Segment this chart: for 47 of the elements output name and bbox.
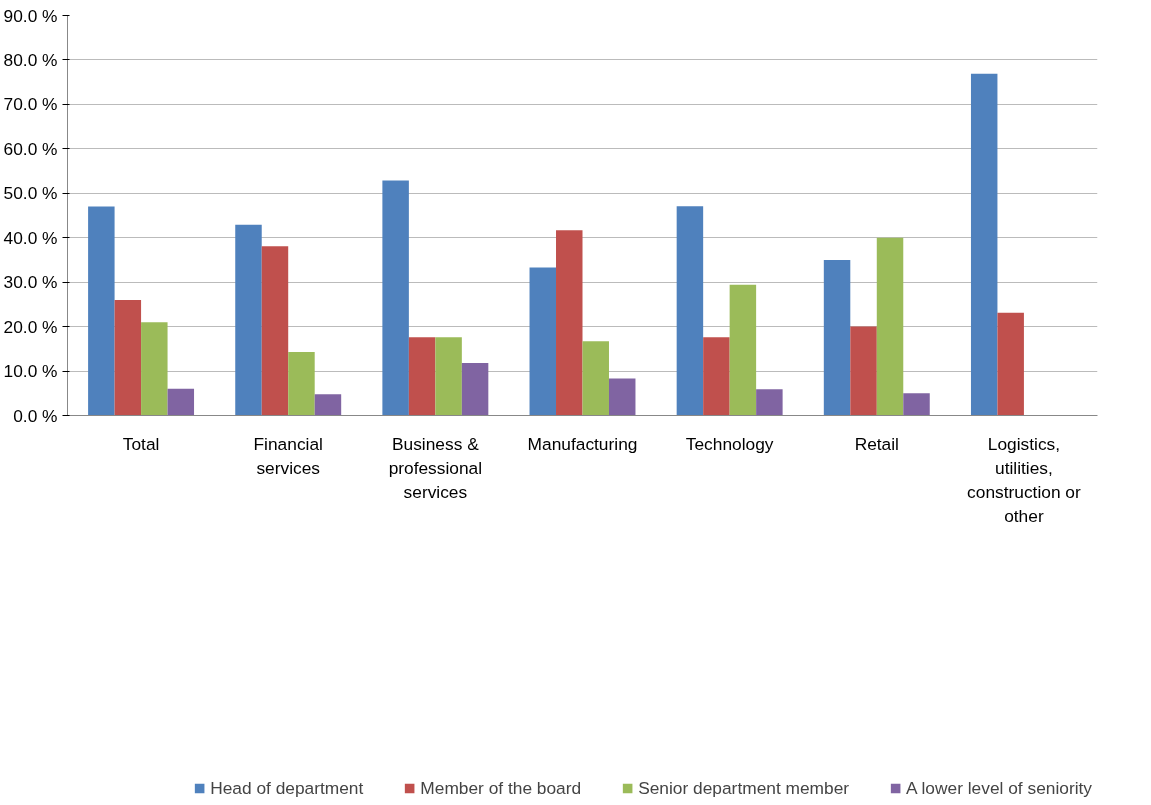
x-tick-label: Retail: [854, 433, 899, 454]
x-tick-label: Total: [122, 433, 160, 454]
bar: [876, 237, 904, 416]
bar: [556, 230, 583, 416]
x-tick-label: Logistics, utilities, construction or other: [967, 433, 1081, 526]
bar: [114, 299, 142, 416]
y-tick-label: 60.0 %: [3, 138, 58, 159]
bar: [141, 322, 168, 416]
x-tick-label: Business & professional services: [388, 433, 483, 502]
y-tick-label: 40.0 %: [3, 227, 58, 248]
bar: [167, 388, 195, 416]
bar: [903, 393, 930, 416]
bar: [970, 73, 998, 416]
legend-label: A lower level of seniority: [906, 777, 1092, 799]
legend-label: Head of department: [210, 777, 364, 799]
bar: [235, 224, 262, 416]
bar: [461, 363, 489, 416]
y-tick-label: 50.0 %: [3, 183, 58, 204]
y-tick-label: 90.0 %: [3, 5, 58, 26]
bar: [582, 341, 609, 416]
x-tick-label: Manufacturing: [527, 433, 638, 454]
bar: [997, 312, 1024, 416]
bar: [823, 259, 851, 416]
y-tick-label: 30.0 %: [3, 272, 58, 293]
bar: [676, 206, 704, 416]
bar: [88, 206, 115, 416]
bar: [729, 284, 757, 416]
x-tick-label: Technology: [685, 433, 774, 454]
bar: [382, 180, 409, 416]
legend-label: Member of the board: [420, 777, 582, 799]
x-tick-label: Financial services: [253, 433, 323, 478]
bar: [529, 267, 557, 416]
bar: [703, 337, 730, 416]
y-tick-label: 70.0 %: [3, 94, 58, 115]
y-tick-label: 20.0 %: [3, 316, 58, 337]
y-tick-label: 0.0 %: [13, 405, 58, 426]
bar: [756, 389, 783, 416]
bar: [408, 337, 436, 416]
y-tick-label: 10.0 %: [3, 361, 58, 382]
bar: [288, 351, 315, 416]
y-tick-label: 80.0 %: [3, 49, 58, 70]
bar: [608, 378, 636, 416]
bar: [261, 246, 289, 416]
bar: [435, 337, 462, 416]
bar: [850, 326, 877, 416]
legend-label: Senior department member: [638, 777, 850, 799]
bar: [314, 394, 342, 416]
